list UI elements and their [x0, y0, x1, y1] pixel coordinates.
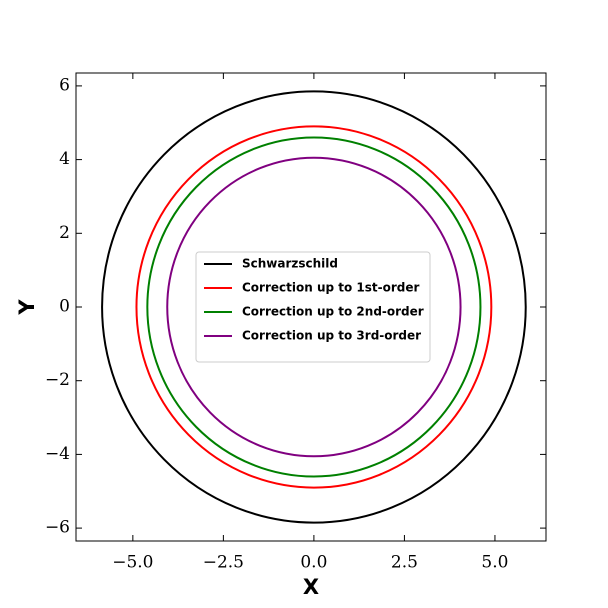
legend-box [195, 251, 431, 363]
y-tick-label: 4 [59, 149, 70, 169]
y-tick-label: 2 [59, 223, 70, 243]
circle-curve [135, 125, 493, 489]
legend-label: Schwarzschild [242, 257, 338, 271]
x-axis-label: X [303, 575, 319, 599]
y-tick-label: −2 [45, 370, 70, 390]
x-tick-label: 0.0 [300, 553, 327, 573]
legend-label: Correction up to 3rd-order [242, 329, 421, 343]
x-tick-label: 5.0 [481, 553, 508, 573]
x-tick-label: −5.0 [112, 553, 153, 573]
legend-label: Correction up to 2nd-order [242, 305, 424, 319]
y-tick-label: −4 [45, 444, 70, 464]
x-tick-label: −2.5 [203, 553, 244, 573]
legend-label: Correction up to 1st-order [242, 281, 420, 295]
y-tick-label: 6 [59, 75, 70, 95]
x-tick-label: 2.5 [391, 553, 418, 573]
y-tick-label: −6 [45, 518, 70, 538]
y-axis-label: Y [15, 299, 39, 316]
circle-curve [146, 136, 482, 478]
circle-curve [166, 156, 462, 458]
circle-curve [101, 90, 527, 524]
y-tick-label: 0 [59, 297, 70, 317]
plot-frame [75, 72, 547, 542]
